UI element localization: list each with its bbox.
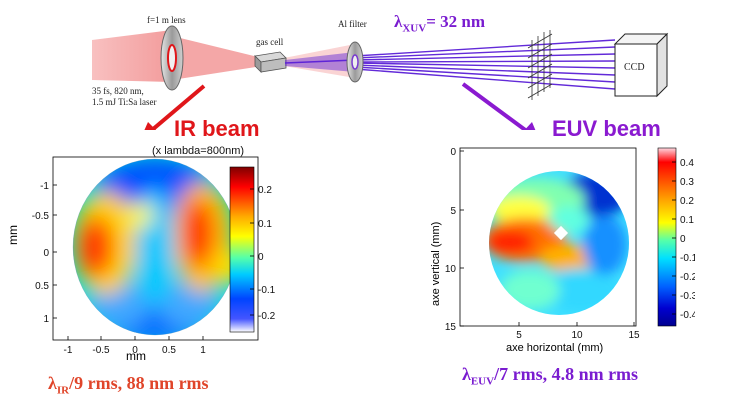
laser-spec-line2: 1.5 mJ Ti:Sa laser	[92, 97, 157, 107]
euv-y-tick-label: 10	[445, 264, 457, 275]
ir-colorbar-tick-label: 0.2	[258, 185, 272, 196]
ir-x-tick-label: 0	[132, 345, 138, 356]
al-filter-label: Al filter	[338, 19, 367, 29]
ir-y-tick-label: 1	[43, 314, 49, 325]
euv-colorbar-tick-label: 0.3	[680, 177, 694, 188]
ccd-camera	[613, 32, 669, 98]
euv-caption: λEUV/7 rms, 4.8 nm rms	[462, 364, 639, 388]
ir-x-tick-label: 0.5	[162, 345, 176, 356]
euv-wavefront-map: 0 5 10 15 5 10 15 0.4 0.3 0.2 0.1 0 -0.1 -0.2 -0.3 -0…	[445, 147, 695, 341]
ir-unit-note: (x lambda=800nm)	[152, 145, 245, 157]
ir-y-tick-label: 0.5	[35, 281, 49, 292]
xuv-wavelength-label: λXUV= 32 nm	[394, 12, 486, 35]
arrow-to-ir	[144, 84, 206, 130]
grating	[527, 30, 553, 100]
euv-x-tick-label: 10	[571, 330, 583, 341]
euv-colorbar-tick-label: -0.1	[680, 253, 695, 264]
euv-colorbar	[657, 147, 677, 327]
ir-x-axis-label: mm	[126, 349, 146, 363]
ir-y-tick-label: -0.5	[32, 211, 50, 222]
ir-colorbar-tick-label: 0.1	[258, 219, 272, 230]
ir-caption: λIR/9 rms, 88 nm rms	[48, 373, 209, 397]
ir-x-tick-label: 1	[200, 345, 206, 356]
euv-y-tick-label: 0	[450, 147, 456, 158]
ir-y-tick-label: -1	[40, 181, 49, 192]
ir-colorbar	[229, 166, 255, 333]
ir-x-tick-label: -1	[64, 345, 73, 356]
ir-y-tick-label: 0	[43, 248, 49, 259]
ir-beam-input	[92, 30, 172, 82]
ir-beam-title: IR beam	[174, 116, 260, 141]
euv-y-tick-label: 15	[445, 322, 457, 333]
euv-colorbar-tick-label: -0.4	[680, 310, 695, 321]
ir-colorbar-tick-label: -0.2	[258, 311, 276, 322]
ir-colorbar-tick-label: 0	[258, 252, 264, 263]
ir-wavefront-map: -1 -0.5 0 0.5 1 -1 -0.5 0 0.5 1 0.2 0.1 0 -0.1 -0.2	[32, 156, 276, 356]
euv-x-tick-label: 15	[628, 330, 640, 341]
euv-x-tick-label: 5	[516, 330, 522, 341]
euv-beam-title: EUV beam	[552, 116, 661, 141]
euv-colorbar-tick-label: 0.2	[680, 196, 694, 207]
euv-colorbar-tick-label: -0.2	[680, 272, 695, 283]
euv-y-axis-label: axe vertical (mm)	[430, 221, 442, 306]
euv-colorbar-tick-label: 0	[680, 234, 686, 245]
ir-colorbar-tick-label: -0.1	[258, 285, 276, 296]
ir-x-tick-label: -0.5	[92, 345, 110, 356]
lens-label: f=1 m lens	[147, 15, 186, 25]
gas-cell-label: gas cell	[256, 37, 284, 47]
ccd-label: CCD	[624, 62, 645, 73]
euv-y-tick-label: 5	[450, 206, 456, 217]
euv-colorbar-tick-label: 0.4	[680, 158, 694, 169]
ir-beam-focusing	[172, 36, 262, 80]
xuv-beam	[284, 39, 616, 90]
ir-y-axis-label: mm	[6, 225, 20, 245]
euv-colorbar-tick-label: -0.3	[680, 291, 695, 302]
euv-colorbar-tick-label: 0.1	[680, 215, 694, 226]
setup-schematic	[92, 25, 669, 130]
laser-spec-line1: 35 fs, 820 nm,	[92, 86, 144, 96]
euv-x-axis-label: axe horizontal (mm)	[506, 342, 604, 354]
arrow-to-euv	[461, 82, 536, 130]
